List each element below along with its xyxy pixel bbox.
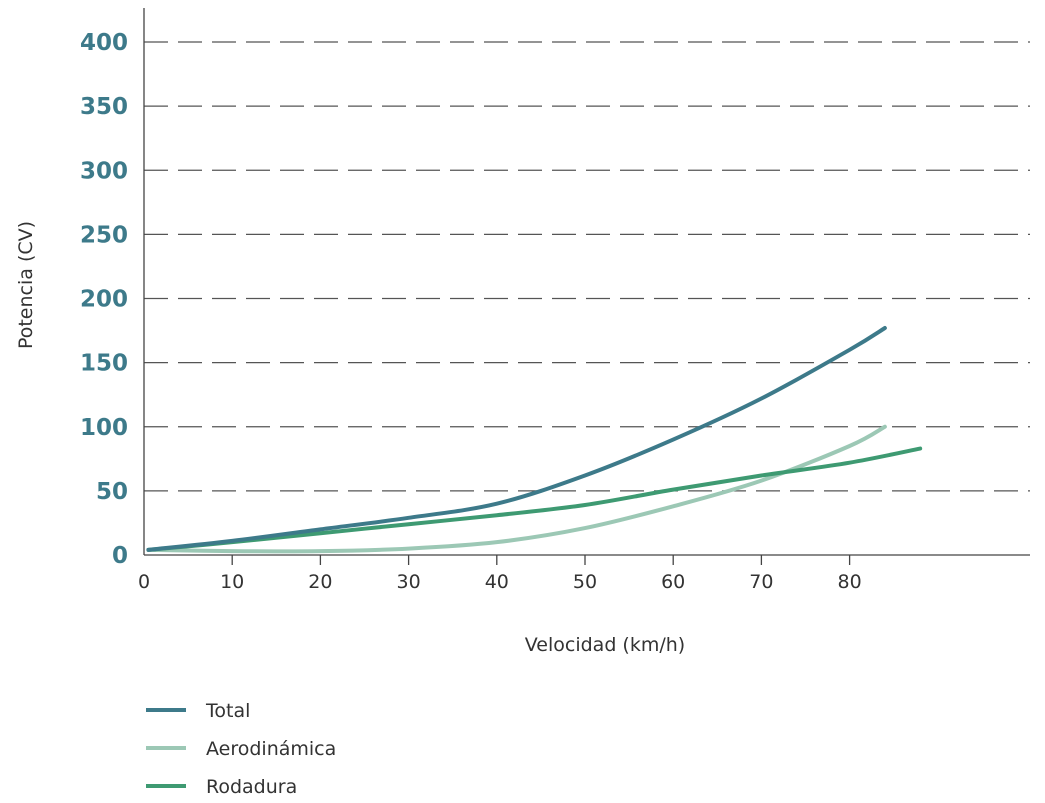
x-tick-label: 0: [138, 571, 150, 593]
x-tick-label: 80: [838, 571, 862, 593]
legend-item-rodadura: Rodadura: [146, 776, 297, 798]
x-tick-label: 30: [397, 571, 421, 593]
y-tick-label: 200: [80, 287, 128, 313]
legend: Total Aerodinámica Rodadura: [146, 700, 336, 798]
series-lines: [148, 328, 920, 551]
gridlines: [144, 42, 1030, 491]
x-axis-title: Velocidad (km/h): [525, 634, 685, 656]
y-tick-label: 250: [80, 222, 128, 248]
y-axis-title: Potencia (CV): [15, 221, 37, 349]
series-line-aerodinamica: [148, 427, 884, 552]
y-tick-label: 150: [80, 351, 128, 377]
y-tick-label: 100: [80, 415, 128, 441]
x-tick-label: 10: [220, 571, 244, 593]
legend-label: Aerodinámica: [206, 738, 336, 760]
x-tick-label: 50: [573, 571, 597, 593]
y-tick-label: 400: [80, 30, 128, 56]
series-line-total: [148, 328, 884, 550]
legend-label: Rodadura: [206, 776, 297, 798]
y-tick-label: 0: [112, 543, 128, 569]
legend-item-total: Total: [146, 700, 250, 722]
x-tick-label: 70: [749, 571, 773, 593]
legend-label: Total: [205, 700, 250, 722]
x-tick-label: 40: [485, 571, 509, 593]
legend-item-aerodinamica: Aerodinámica: [146, 738, 336, 760]
y-tick-label: 350: [80, 94, 128, 120]
x-tick-label: 20: [308, 571, 332, 593]
y-tick-label: 50: [96, 479, 128, 505]
x-tick-label: 60: [661, 571, 685, 593]
y-tick-label: 300: [80, 158, 128, 184]
